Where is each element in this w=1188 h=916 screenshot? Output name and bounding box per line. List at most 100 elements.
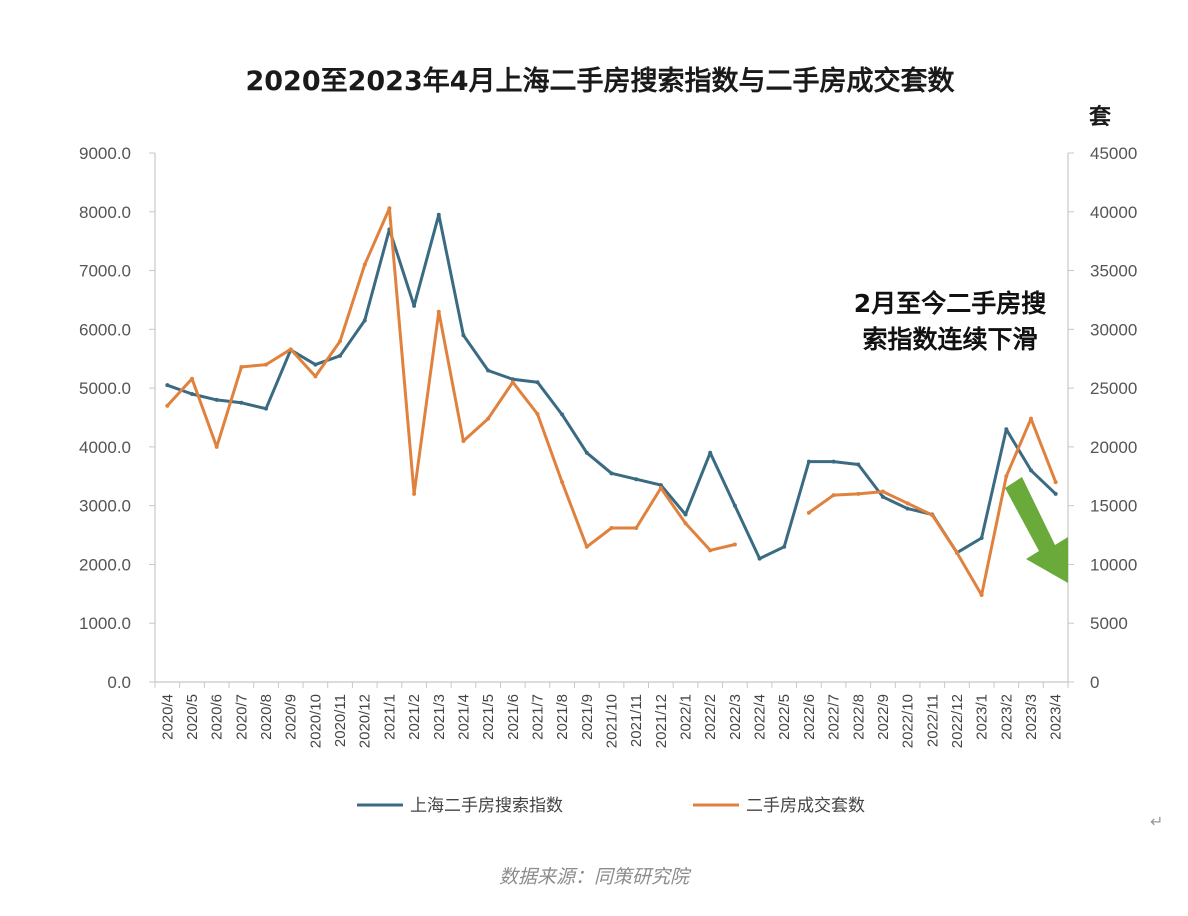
annotation-line-1: 2月至今二手房搜 [854,289,1046,318]
series-1-point [905,501,910,506]
series-0-point [757,556,762,561]
x-tick-label: 2022/12 [949,694,966,748]
right-tick-label: 30000 [1090,320,1137,339]
series-0-point [880,494,885,499]
x-tick-label: 2022/1 [678,694,695,740]
right-tick-label: 25000 [1090,379,1137,398]
x-tick-label: 2021/4 [455,694,472,740]
right-tick-label: 0 [1090,673,1099,692]
left-axis-ticks: 0.0 1000.0 2000.0 3000.0 4000.0 5000.0 6000.0 7… [79,144,155,692]
x-tick-label: 2020/9 [283,694,300,740]
series-0-point [1004,427,1009,432]
series-1-point [634,526,639,531]
series-1-point [313,374,318,379]
x-tick-label: 2021/10 [604,694,621,748]
x-tick-label: 2021/1 [381,694,398,740]
x-tick-label: 2023/4 [1048,694,1065,740]
x-tick-label: 2020/12 [357,694,374,748]
x-tick-label: 2021/2 [406,694,423,740]
series-1-point [436,309,441,314]
right-tick-label: 20000 [1090,438,1137,457]
series-0-point [584,450,589,455]
right-tick-label: 45000 [1090,144,1137,163]
series-0-point [535,380,540,385]
x-tick-label: 2021/11 [628,694,645,747]
x-tick-label: 2022/11 [924,694,941,747]
left-tick-label: 2000.0 [79,555,131,574]
x-tick-label: 2021/5 [480,694,497,740]
right-tick-label: 10000 [1090,555,1137,574]
right-axis-ticks: 0 5000 10000 15000 20000 25000 30000 35000 40000… [1068,144,1137,692]
series-0-point [486,368,491,373]
series-1-point [930,513,935,518]
series-0-point [190,391,195,396]
left-tick-label: 8000.0 [79,203,131,222]
left-tick-label: 9000.0 [79,144,131,163]
series-1-point [806,510,811,515]
series-1-point [412,491,417,496]
series-1-point [214,444,219,449]
series-line-0 [165,213,1058,561]
series-0-point [732,503,737,508]
series-1-point [1053,480,1058,485]
left-tick-label: 4000.0 [79,438,131,457]
series-1-point [190,376,195,381]
series-1-point [264,362,269,367]
series-1-point [954,550,959,555]
x-tick-label: 2022/10 [900,694,917,748]
chart-title: 2020至2023年4月上海二手房搜索指数与二手房成交套数 [245,65,955,97]
down-arrow-shape [1005,477,1068,583]
left-tick-label: 0.0 [107,673,131,692]
series-0-point [264,406,269,411]
x-tick-label: 2023/1 [974,694,991,740]
series-0-point [782,544,787,549]
right-tick-label: 15000 [1090,497,1137,516]
x-tick-label: 2022/3 [727,694,744,740]
series-0-point [831,459,836,464]
source-note: 数据来源：同策研究院 [498,866,689,888]
x-tick-label: 2023/2 [998,694,1015,740]
x-tick-label: 2023/3 [1023,694,1040,740]
x-tick-label: 2020/4 [159,694,176,740]
x-tick-label: 2021/7 [529,694,546,740]
axes [154,153,1069,683]
x-tick-label: 2022/8 [850,694,867,740]
left-tick-label: 5000.0 [79,379,131,398]
x-tick-label: 2021/12 [653,694,670,748]
series-1-point [288,347,293,352]
series-0-point [461,333,466,338]
series-0-point [609,471,614,476]
series-0-point [436,212,441,217]
series-1-point [535,411,540,416]
series-1-point [658,486,663,491]
x-tick-label: 2022/5 [776,694,793,740]
series-1-point [510,380,515,385]
series-0-point [905,506,910,511]
annotation-line-2: 索指数连续下滑 [862,325,1037,354]
series-0-point [979,535,984,540]
left-tick-label: 6000.0 [79,320,131,339]
legend-label-transactions: 二手房成交套数 [746,796,865,816]
left-tick-label: 3000.0 [79,497,131,516]
x-axis-ticks: 2020/4 2020/5 2020/6 2020/7 2020/8 2020/9 2020… [154,682,1069,748]
series-1-point [165,403,170,408]
series-line-1 [165,206,1058,597]
series-0-point [1053,491,1058,496]
x-tick-label: 2021/6 [505,694,522,740]
series-1-point [560,480,565,485]
x-tick-label: 2020/6 [209,694,226,740]
x-tick-label: 2022/2 [702,694,719,740]
x-tick-label: 2021/8 [554,694,571,740]
series-0-point [806,459,811,464]
series-0-point [634,477,639,482]
right-axis-unit: 套 [1089,104,1111,130]
series-1-point [461,439,466,444]
x-tick-label: 2020/10 [307,694,324,748]
series-1-point [831,493,836,498]
series-0-point [412,303,417,308]
right-tick-label: 40000 [1090,203,1137,222]
series-1-point [683,521,688,526]
series-1-point [1028,416,1033,421]
series-0-point [856,462,861,467]
